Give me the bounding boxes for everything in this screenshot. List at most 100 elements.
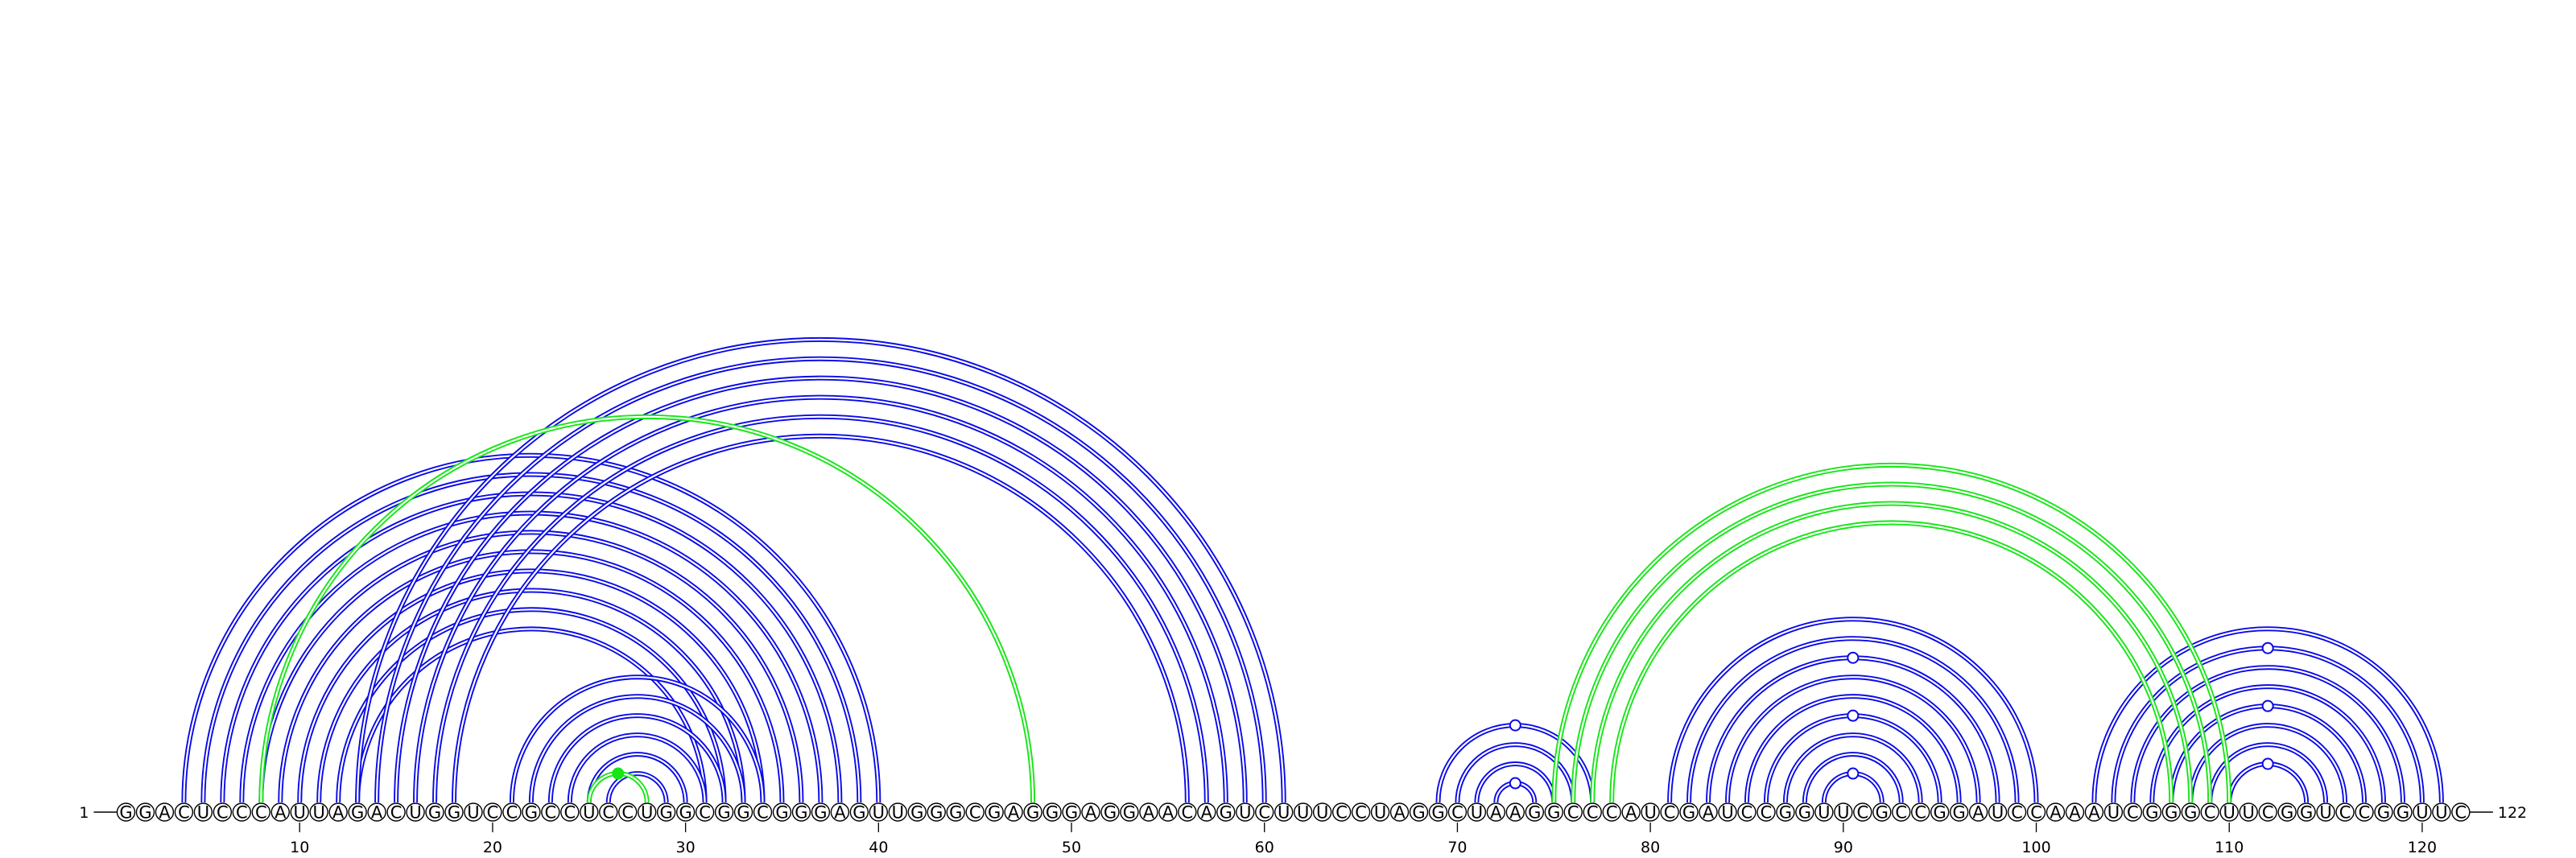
nucleotide-circle	[1236, 802, 1255, 822]
nucleotide-circle	[811, 802, 831, 822]
nucleotide: G	[2374, 802, 2393, 823]
nucleotide-circle	[1486, 802, 1506, 822]
nucleotide-circle	[1988, 802, 2008, 822]
nucleotide: U	[1718, 802, 1737, 823]
nucleotide: G	[348, 802, 367, 823]
nucleotide-letter: U	[2243, 803, 2255, 823]
nucleotide: C	[1757, 802, 1776, 823]
nucleotide-circle	[2181, 802, 2200, 822]
nucleotide-letter: G	[930, 803, 943, 823]
nucleotide: G	[135, 802, 155, 823]
nucleotide-letter: A	[1490, 803, 1502, 823]
nucleotide-circle	[830, 802, 850, 822]
nucleotide-letter: A	[2050, 803, 2062, 823]
nucleotide-circle	[2258, 802, 2277, 822]
nucleotide: U	[2413, 802, 2432, 823]
nucleotide: G	[1525, 802, 1545, 823]
nucleotide-letter: G	[679, 803, 691, 823]
nucleotide: U	[1236, 802, 1255, 823]
nucleotide-letter: A	[159, 803, 171, 823]
nucleotide-circle	[1120, 802, 1139, 822]
nucleotide: A	[1505, 802, 1525, 823]
axis-tick: 60	[1255, 823, 1274, 856]
nucleotide-letter: G	[2165, 803, 2178, 823]
nucleotide-circle	[1892, 802, 1911, 822]
axis-tick: 120	[2408, 823, 2437, 856]
nucleotide-letter: C	[487, 803, 499, 823]
nucleotide-letter: U	[892, 803, 904, 823]
nucleotide-letter: U	[1818, 803, 1830, 823]
nucleotide-circle	[695, 802, 715, 822]
nucleotide-letter: G	[2377, 803, 2390, 823]
nucleotide-letter: G	[1412, 803, 1425, 823]
nucleotide: G	[1872, 802, 1892, 823]
nucleotide-circle	[2046, 802, 2066, 822]
nucleotide-letter: C	[1761, 803, 1773, 823]
tick-label: 70	[1447, 839, 1467, 856]
base-pair-arc	[394, 375, 1248, 803]
nucleotide-letter: C	[2030, 803, 2042, 823]
base-pair-arc	[586, 752, 688, 803]
nucleotide-letter: U	[1239, 803, 1251, 823]
nucleotide-letter: U	[197, 803, 209, 823]
base-pair-arc	[509, 674, 766, 803]
nucleotide: A	[367, 802, 386, 823]
nucleotide-circle	[927, 802, 946, 822]
base-pair-arc	[297, 568, 766, 803]
axis-tick: 30	[676, 823, 696, 856]
nucleotide-circle	[985, 802, 1004, 822]
nucleotide: G	[2161, 802, 2182, 823]
nucleotide-letter: C	[2011, 803, 2023, 823]
nucleotide-letter: G	[852, 803, 865, 823]
nucleotide-letter: G	[1682, 803, 1695, 823]
nucleotide: U	[2432, 802, 2451, 823]
nucleotide-letter: C	[2455, 803, 2467, 823]
tick-label: 60	[1255, 839, 1274, 856]
tick-label: 100	[2021, 839, 2050, 856]
nucleotide: U	[2103, 802, 2124, 823]
nucleotide-letter: A	[1162, 803, 1174, 823]
nucleotide: G	[522, 802, 541, 823]
nucleotide-letter: G	[448, 803, 460, 823]
nucleotide: U	[1370, 802, 1390, 823]
nucleotide-circle	[1255, 802, 1274, 822]
nucleotide-letter: U	[294, 803, 306, 823]
nucleotide-letter: U	[2107, 803, 2120, 823]
nucleotide: C	[1351, 802, 1371, 823]
nucleotide-letter: G	[1026, 803, 1039, 823]
nucleotide-circle	[1814, 802, 1834, 822]
nucleotide-letter: C	[236, 803, 248, 823]
nucleotide-letter: C	[1741, 803, 1753, 823]
nucleotide-circle	[637, 802, 657, 822]
nucleotide-letter: C	[2359, 803, 2371, 823]
nucleotide: G	[1062, 802, 1081, 823]
nucleotide-letter: C	[2127, 803, 2139, 823]
nucleotide-circle	[2161, 802, 2182, 822]
base-pair-arc	[451, 433, 1190, 803]
nucleotide-circle	[1178, 802, 1197, 822]
nucleotide-letter: U	[467, 803, 479, 823]
nucleotide-letter: G	[1934, 803, 1946, 823]
nucleotide: U	[2239, 802, 2258, 823]
nucleotide: U	[309, 802, 328, 823]
base-pair-arc	[278, 549, 785, 803]
nucleotide: G	[985, 802, 1004, 823]
nucleotide-circle	[1718, 802, 1737, 822]
nucleotide-letter: G	[1798, 803, 1811, 823]
nucleotide: C	[386, 802, 406, 823]
nucleotide-circle	[618, 802, 638, 822]
base-pair-arc	[2207, 742, 2329, 803]
base-pair-arc	[432, 414, 1209, 803]
nucleotide-letter: A	[1143, 803, 1155, 823]
nucleotide-circle	[1023, 802, 1042, 822]
nucleotide-letter: G	[2145, 803, 2158, 823]
nucleotide: G	[1023, 802, 1042, 823]
nucleotide-circle	[1795, 802, 1814, 822]
nucleotide-circle	[1389, 802, 1410, 822]
nucleotide-circle	[502, 802, 522, 822]
nucleotide: C	[753, 802, 773, 823]
nucleotide-circle	[1525, 802, 1545, 822]
nucleotide-letter: G	[1431, 803, 1444, 823]
nucleotide: A	[1158, 802, 1178, 823]
